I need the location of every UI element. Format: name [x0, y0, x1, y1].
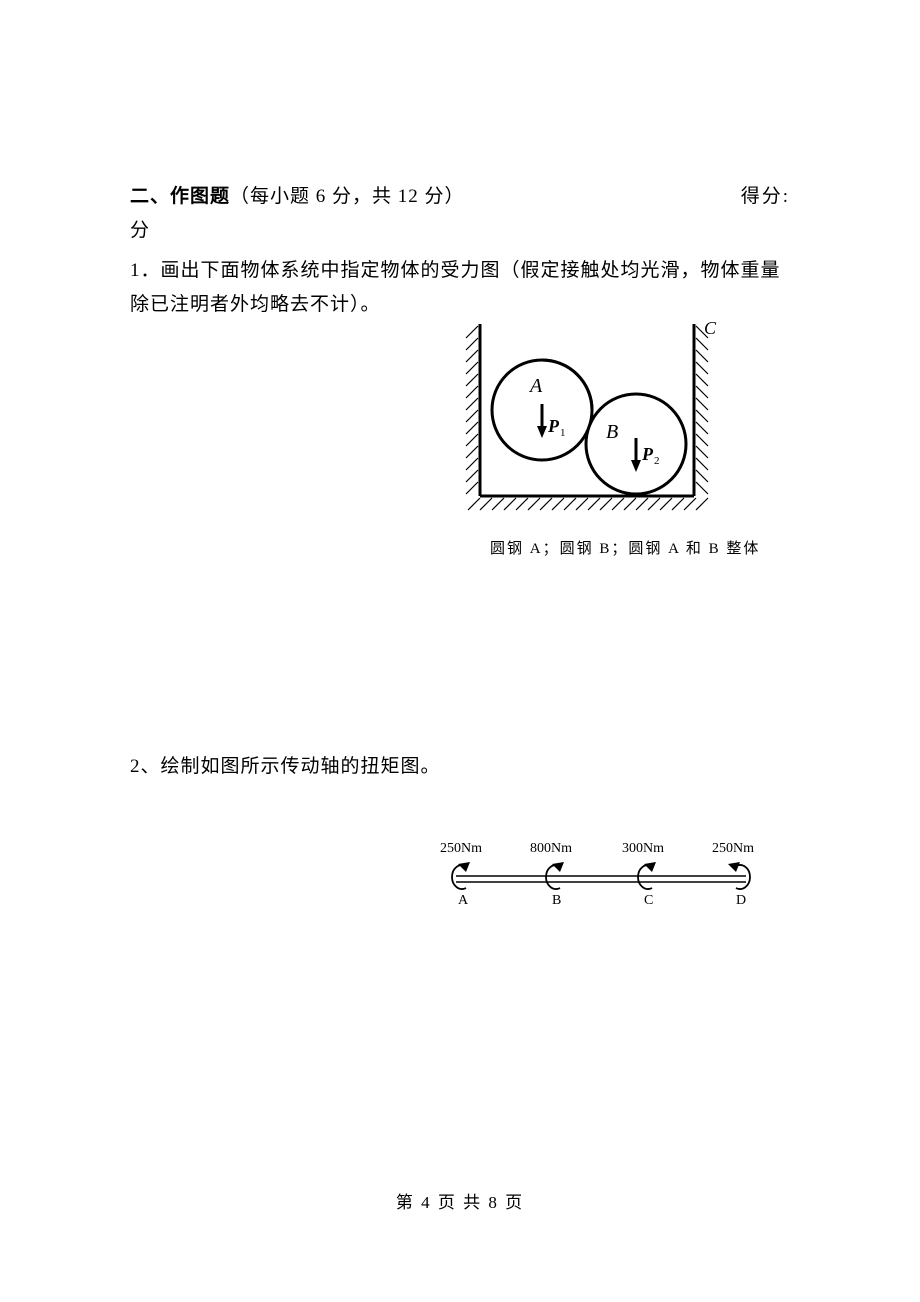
score-suffix: 分: [130, 214, 790, 248]
figure-2: 250Nm A 800Nm B 300Nm C 250Nm: [436, 834, 766, 919]
point-C: C: [644, 893, 653, 908]
torque-A: 250Nm A: [440, 841, 482, 908]
question-1-text: 1．画出下面物体系统中指定物体的受力图（假定接触处均光滑，物体重量除已注明者外均…: [130, 254, 790, 322]
label-P2a: P: [641, 444, 654, 464]
torque-C: 300Nm C: [622, 841, 664, 908]
figure-1: C A P 1 B P 2: [460, 320, 790, 558]
footer-mid: 页 共: [432, 1193, 489, 1212]
hatch-left: [466, 326, 478, 494]
point-D: D: [736, 893, 746, 908]
torque-B: 800Nm B: [530, 841, 572, 908]
point-B: B: [552, 893, 561, 908]
torque-B-label: 800Nm: [530, 841, 572, 856]
footer-total: 8: [488, 1193, 499, 1212]
torque-D: 250Nm D: [712, 841, 754, 908]
footer-suffix: 页: [499, 1193, 524, 1212]
section-prefix: 二、: [130, 186, 170, 207]
page-content: 二、作图题（每小题 6 分，共 12 分） 得分: 分 1．画出下面物体系统中指…: [130, 180, 790, 322]
section-title: 作图题: [170, 186, 230, 207]
footer-current: 4: [421, 1193, 432, 1212]
label-P1a: P: [547, 416, 560, 436]
torque-A-label: 250Nm: [440, 841, 482, 856]
torque-C-label: 300Nm: [622, 841, 664, 856]
figure-1-svg: C A P 1 B P 2: [460, 320, 730, 520]
page-footer: 第 4 页 共 8 页: [0, 1188, 920, 1213]
label-B: B: [606, 421, 618, 443]
section-scoring: （每小题 6 分，共 12 分）: [230, 186, 465, 207]
score-label: 得分:: [741, 180, 790, 214]
point-A: A: [458, 893, 469, 908]
label-P1b: 1: [560, 427, 566, 439]
figure-1-caption: 圆钢 A；圆钢 B；圆钢 A 和 B 整体: [460, 537, 790, 558]
section-header: 二、作图题（每小题 6 分，共 12 分） 得分:: [130, 180, 790, 214]
hatch-right: [696, 326, 708, 494]
question-2-text: 2、绘制如图所示传动轴的扭矩图。: [130, 750, 441, 784]
torque-D-label: 250Nm: [712, 841, 754, 856]
label-P2b: 2: [654, 455, 660, 467]
hatch-bottom: [468, 498, 708, 510]
label-C: C: [704, 320, 717, 338]
figure-2-svg: 250Nm A 800Nm B 300Nm C 250Nm: [436, 834, 766, 914]
label-A: A: [528, 375, 543, 397]
footer-prefix: 第: [396, 1193, 421, 1212]
